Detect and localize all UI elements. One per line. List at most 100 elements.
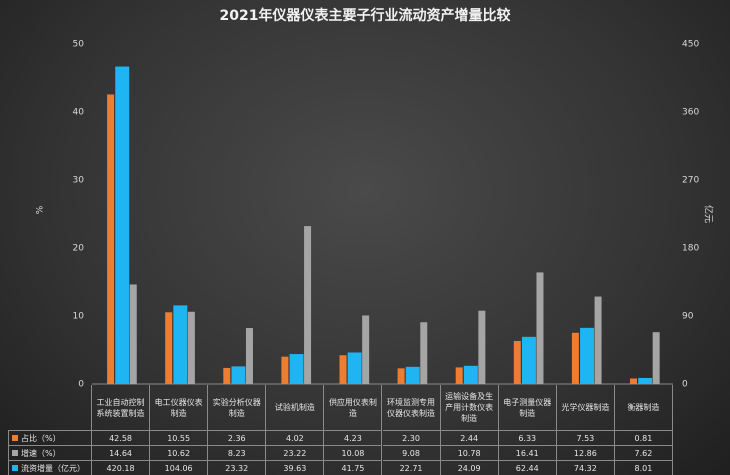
table-value: 10.78 xyxy=(440,446,499,461)
y2-tick-label: 450 xyxy=(682,40,699,50)
table-value-text: 4.02 xyxy=(285,433,304,443)
y-tick-label: 10 xyxy=(73,312,85,322)
bar xyxy=(405,366,420,384)
table-value: 74.32 xyxy=(557,461,615,475)
category-label-text: 光学仪器制造 xyxy=(561,403,610,412)
bar xyxy=(652,332,660,384)
category-label-text: 供应用仪表制造 xyxy=(328,397,377,418)
table-value-text: 6.33 xyxy=(518,433,537,443)
y2-tick-label: 270 xyxy=(682,176,699,186)
category-label-text: 运输设备及生产用计数仪表制造 xyxy=(445,392,494,423)
table-value-text: 2.36 xyxy=(227,433,246,443)
table-value-text: 39.63 xyxy=(283,463,307,473)
legend-entry-text: 占比（%） xyxy=(21,433,61,443)
bar xyxy=(173,305,188,384)
table-value-text: 2.30 xyxy=(402,433,420,443)
category-label: 光学仪器制造 xyxy=(556,385,615,431)
bar xyxy=(304,226,312,384)
category-label: 衡器制造 xyxy=(614,385,673,431)
category-label: 环境监测专用仪器仪表制造 xyxy=(382,385,441,431)
table-value: 9.08 xyxy=(382,446,441,461)
table-value: 16.41 xyxy=(498,446,557,461)
y2-axis-label: 亿元 xyxy=(703,205,715,223)
legend-entry: 占比（%） xyxy=(8,431,92,446)
y-axis-label: % xyxy=(36,205,46,214)
bar xyxy=(630,378,638,384)
y-tick-label: 50 xyxy=(73,40,85,50)
table-value-text: 10.08 xyxy=(341,448,365,458)
table-value: 23.22 xyxy=(266,446,325,461)
table-value-text: 22.71 xyxy=(399,463,423,473)
table-value-text: 10.78 xyxy=(457,448,481,458)
legend-entry: 增速（%） xyxy=(8,446,92,461)
bar xyxy=(397,368,405,384)
category-label-text: 试验机制造 xyxy=(274,403,315,412)
table-value: 12.86 xyxy=(556,446,615,461)
bar xyxy=(223,367,231,384)
category-label: 工业自动控制系统装置制造 xyxy=(92,385,151,431)
table-value: 2.30 xyxy=(382,431,441,446)
table-value: 2.44 xyxy=(440,431,499,446)
category-label-text: 工业自动控制系统装置制造 xyxy=(96,397,145,418)
table-value: 7.53 xyxy=(556,431,615,446)
table-value: 39.63 xyxy=(266,461,325,475)
table-value-text: 14.64 xyxy=(109,448,132,458)
category-label: 运输设备及生产用计数仪表制造 xyxy=(440,385,499,431)
table-value-text: 10.55 xyxy=(167,433,191,443)
table-value: 14.64 xyxy=(92,446,151,461)
category-label-text: 环境监测专用仪器仪表制造 xyxy=(387,397,436,418)
bar xyxy=(521,336,536,384)
table-value-text: 74.32 xyxy=(573,463,597,473)
table-value-text: 23.32 xyxy=(225,463,249,473)
table-value: 10.55 xyxy=(150,431,209,446)
y-tick-label: 40 xyxy=(73,108,85,118)
table-corner xyxy=(8,385,92,431)
table-value: 6.33 xyxy=(498,431,557,446)
y2-tick-label: 0 xyxy=(682,380,688,390)
bar xyxy=(281,356,289,384)
table-value-text: 420.18 xyxy=(106,463,135,473)
category-label-text: 电工仪器仪表制造 xyxy=(154,397,203,418)
table-value: 420.18 xyxy=(92,461,151,475)
table-value: 42.58 xyxy=(92,431,151,446)
y2-tick-label: 180 xyxy=(682,244,699,254)
y2-tick-label: 90 xyxy=(682,312,694,322)
bar xyxy=(638,377,653,384)
table-value: 24.09 xyxy=(441,461,499,475)
table-value: 0.81 xyxy=(614,431,673,446)
table-value-text: 42.58 xyxy=(109,433,132,443)
y-tick-label: 20 xyxy=(73,244,85,254)
table-value-text: 2.44 xyxy=(460,433,479,443)
category-label: 供应用仪表制造 xyxy=(324,385,383,431)
category-label-text: 实验分析仪器制造 xyxy=(212,397,261,418)
table-value: 104.06 xyxy=(150,461,209,475)
chart-title: 2021年仪器仪表主要子行业流动资产增量比较 xyxy=(220,7,511,24)
table-value-text: 8.23 xyxy=(227,448,246,458)
table-value: 10.62 xyxy=(150,446,209,461)
bar xyxy=(231,366,246,384)
table-value: 4.23 xyxy=(324,431,383,446)
bar xyxy=(165,312,173,384)
table-value-text: 104.06 xyxy=(164,463,193,473)
table-value-text: 4.23 xyxy=(344,433,362,443)
bar xyxy=(362,315,370,384)
table-value-text: 24.09 xyxy=(457,463,481,473)
table-value: 41.75 xyxy=(324,461,383,475)
bar xyxy=(107,94,115,385)
table-value: 2.36 xyxy=(208,431,267,446)
table-value-text: 8.01 xyxy=(634,463,653,473)
table-value: 8.01 xyxy=(615,461,673,475)
legend-key xyxy=(12,450,18,456)
table-value: 8.23 xyxy=(208,446,267,461)
table-value: 10.08 xyxy=(324,446,383,461)
table-value-text: 9.08 xyxy=(402,448,420,458)
bar xyxy=(463,365,478,384)
legend-key xyxy=(12,465,18,471)
table-value-text: 7.62 xyxy=(634,448,653,458)
table-value: 23.32 xyxy=(208,461,267,475)
table-value: 22.71 xyxy=(383,461,441,475)
table-value-text: 41.75 xyxy=(341,463,365,473)
table-value: 62.44 xyxy=(499,461,557,475)
